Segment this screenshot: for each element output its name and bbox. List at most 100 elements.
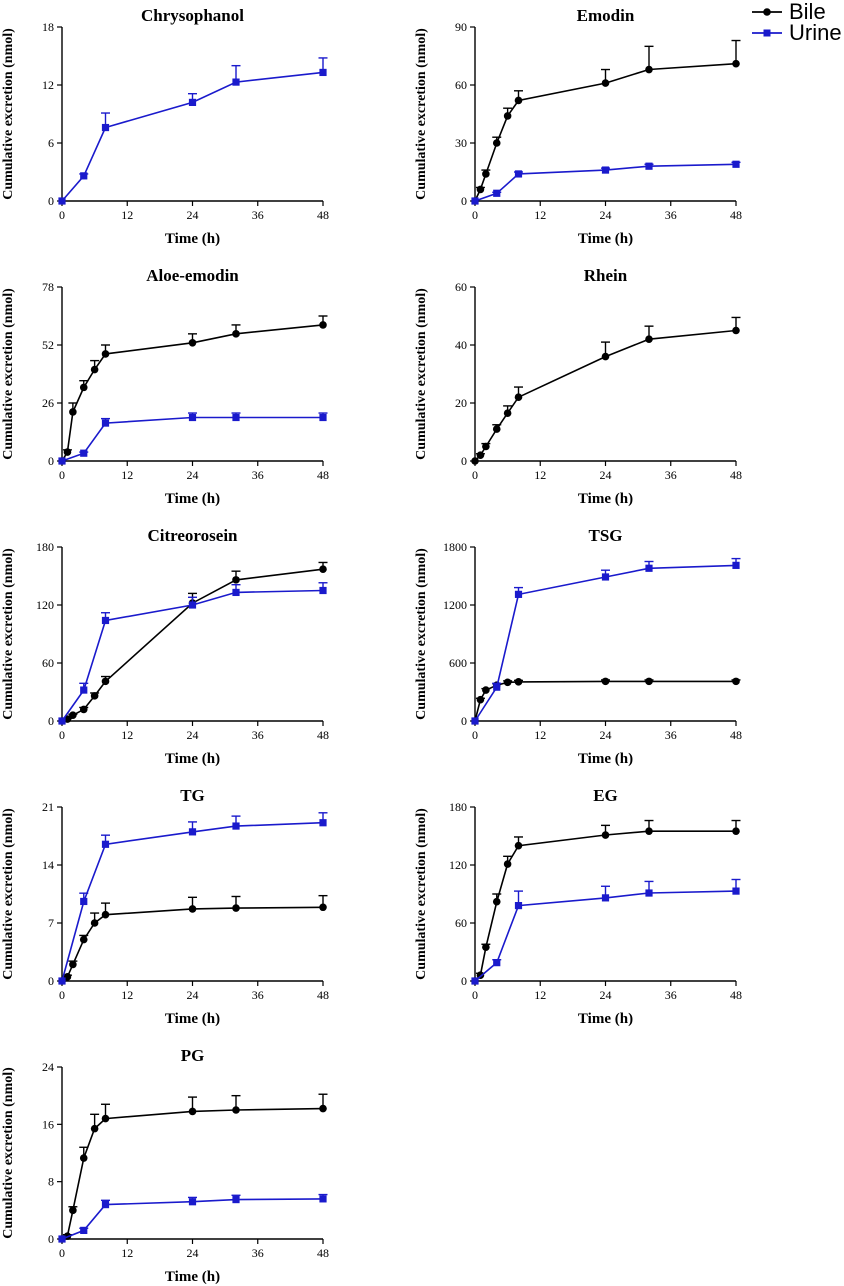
- chrysophanol-xtick-label: 12: [121, 208, 133, 222]
- tg-series-urine-point: [58, 977, 66, 985]
- emodin-ytick-label: 30: [455, 136, 467, 150]
- emodin-series-bile-point: [476, 185, 485, 194]
- rhein-series-bile-point: [601, 352, 610, 361]
- tsg-ytick-label: 1200: [443, 598, 467, 612]
- aloe-emodin-series-urine-point: [101, 419, 110, 427]
- eg-xlabel: Time (h): [578, 1011, 633, 1027]
- tsg-xtick-label: 12: [534, 728, 546, 742]
- eg-xtick-label: 48: [730, 988, 742, 1002]
- panel-tg: TG 0 7 14 21 0 12 24 36 48 Time (h) Cumulative excr…: [1, 786, 329, 1027]
- chrysophanol-xtick-label: 36: [252, 208, 264, 222]
- pg-ytick-label: 8: [48, 1175, 54, 1189]
- aloe-emodin-ytick-label: 78: [42, 280, 54, 294]
- tsg-series-bile-line: [474, 680, 736, 722]
- tsg-series-urine-point: [493, 683, 501, 691]
- pg-xlabel: Time (h): [165, 1269, 220, 1285]
- tsg-series-bile-point: [732, 677, 740, 686]
- eg-xtick-label: 12: [534, 988, 546, 1002]
- tg-xtick-label: 36: [252, 988, 264, 1002]
- tg-series-bile-point: [90, 919, 99, 927]
- pg-series-urine-point: [58, 1235, 66, 1243]
- tg-series-urine-point: [188, 828, 197, 836]
- pg-xtick-label: 0: [59, 1246, 65, 1260]
- pg-xtick-label: 12: [121, 1246, 133, 1260]
- tg-xtick-label: 48: [317, 988, 329, 1002]
- aloe-emodin-series-urine: [58, 412, 328, 465]
- pg-title: PG: [181, 1046, 205, 1065]
- rhein-title: Rhein: [584, 266, 628, 285]
- aloe-emodin-ytick-label: 52: [42, 338, 54, 352]
- aloe-emodin-xtick-label: 24: [187, 468, 199, 482]
- citreorosein-series-bile-point: [90, 692, 99, 700]
- emodin-series-bile-point: [482, 170, 490, 178]
- tg-series-bile-point: [319, 903, 327, 912]
- tsg-xlabel: Time (h): [578, 751, 633, 767]
- aloe-emodin-series-urine-point: [188, 413, 197, 422]
- aloe-emodin-xlabel: Time (h): [165, 491, 220, 507]
- tg-ylabel: Cumulative excretion (nmol): [1, 808, 16, 980]
- rhein-series-bile-point: [503, 409, 512, 417]
- legend-marker-urine: [763, 29, 771, 37]
- aloe-emodin-series-bile-point: [69, 408, 77, 416]
- tg-xtick-label: 24: [187, 988, 199, 1002]
- rhein-series-bile: [471, 316, 741, 465]
- eg-series-urine-point: [732, 887, 740, 895]
- chrysophanol-series-urine-point: [80, 172, 88, 180]
- emodin-xtick-label: 48: [730, 208, 742, 222]
- eg-ylabel: Cumulative excretion (nmol): [414, 808, 429, 980]
- tg-ytick-label: 7: [48, 916, 54, 930]
- aloe-emodin-series-bile-point: [63, 448, 72, 456]
- pg-series-urine-point: [319, 1195, 327, 1203]
- panel-emodin: Emodin 0 30 60 90 0 12 24 36 48 Time (h) Cumulative…: [414, 6, 742, 247]
- tsg-series-bile-point: [476, 695, 485, 704]
- citreorosein-xtick-label: 48: [317, 728, 329, 742]
- pg-series-bile-point: [79, 1154, 88, 1162]
- eg-ytick-label: 0: [461, 974, 467, 988]
- chrysophanol-series-urine-point: [188, 98, 197, 106]
- pg-series-bile: [58, 1093, 328, 1243]
- pg-ytick-label: 0: [48, 1232, 54, 1246]
- aloe-emodin-ylabel: Cumulative excretion (nmol): [1, 288, 16, 460]
- eg-series-urine-point: [601, 894, 610, 902]
- tsg-ytick-label: 600: [449, 656, 467, 670]
- rhein-ylabel: Cumulative excretion (nmol): [414, 288, 429, 460]
- eg-series-bile-point: [645, 827, 653, 835]
- rhein-xtick-label: 48: [730, 468, 742, 482]
- chrysophanol-series-urine-point: [101, 123, 110, 132]
- eg-series-bile-point: [601, 831, 610, 839]
- rhein-series-bile-point: [482, 442, 490, 451]
- tsg-series-bile-point: [482, 686, 490, 694]
- chrysophanol-xtick-label: 24: [187, 208, 199, 222]
- emodin-ytick-label: 60: [455, 78, 467, 92]
- aloe-emodin-series-bile-point: [90, 365, 99, 374]
- tsg-series-urine: [471, 557, 741, 725]
- aloe-emodin-xtick-label: 48: [317, 468, 329, 482]
- emodin-series-bile-point: [601, 79, 610, 87]
- eg-series-urine-point: [514, 902, 523, 910]
- tg-ytick-label: 21: [42, 800, 54, 814]
- rhein-xtick-label: 12: [534, 468, 546, 482]
- citreorosein-series-urine-point: [80, 686, 88, 694]
- emodin-series-urine-point: [514, 170, 523, 178]
- aloe-emodin-xtick-label: 0: [59, 468, 65, 482]
- tg-series-bile-point: [69, 960, 77, 969]
- tsg-series-bile-point: [503, 678, 512, 687]
- panel-pg: PG 0 8 16 24 0 12 24 36 48 Time (h) Cumulative excr…: [1, 1046, 329, 1285]
- eg-series-bile-line: [474, 830, 736, 982]
- tg-xtick-label: 0: [59, 988, 65, 1002]
- eg-series-urine: [471, 878, 741, 985]
- rhein-series-bile-point: [732, 326, 740, 335]
- tg-series-urine: [58, 812, 328, 985]
- tsg-ylabel: Cumulative excretion (nmol): [414, 548, 429, 720]
- chrysophanol-ytick-label: 18: [42, 20, 54, 34]
- tsg-ytick-label: 0: [461, 714, 467, 728]
- aloe-emodin-series-urine-point: [319, 413, 327, 422]
- chrysophanol-series-urine-point: [58, 197, 66, 205]
- tg-ytick-label: 0: [48, 974, 54, 988]
- aloe-emodin-series-urine-point: [80, 449, 88, 457]
- tsg-xtick-label: 36: [665, 728, 677, 742]
- chrysophanol-series-urine-point: [232, 78, 240, 86]
- chrysophanol-title: Chrysophanol: [141, 6, 244, 25]
- panel-aloe-emodin: Aloe-emodin 0 26 52 78 0 12 24 36 48 Time (h) Cumul…: [1, 266, 329, 507]
